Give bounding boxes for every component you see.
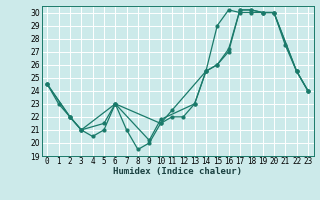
X-axis label: Humidex (Indice chaleur): Humidex (Indice chaleur) [113, 167, 242, 176]
